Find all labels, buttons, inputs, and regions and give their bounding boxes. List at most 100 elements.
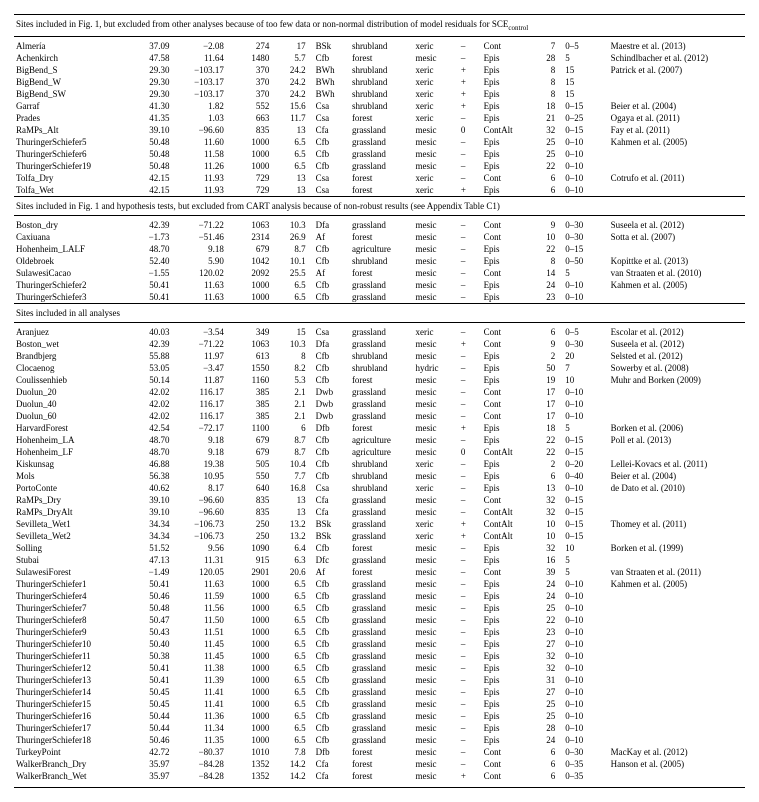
table-cell: 0–15 <box>563 506 608 518</box>
table-cell: 46.88 <box>132 458 177 470</box>
table-cell: 42.39 <box>132 338 177 350</box>
table-cell: 9 <box>527 338 563 350</box>
section-header: Sites included in Fig. 1 and hypothesis … <box>14 196 745 215</box>
table-cell: mesic <box>413 350 458 362</box>
table-row: RaMPs_DryAlt39.10−96.6083513Cfagrassland… <box>14 506 745 518</box>
table-cell: 24.2 <box>277 88 313 100</box>
table-cell: mesic <box>413 494 458 506</box>
table-cell: 5 <box>563 566 608 578</box>
table-cell: 24.2 <box>277 64 313 76</box>
table-cell: 11.63 <box>177 279 231 291</box>
table-cell: – <box>459 674 482 686</box>
table-row: Kiskunsag46.8819.3850510.4Cfbshrublandxe… <box>14 458 745 470</box>
table-cell: 640 <box>232 482 277 494</box>
table-cell: 50 <box>527 362 563 374</box>
table-cell: Cont <box>482 386 527 398</box>
table-cell: 13 <box>277 124 313 136</box>
table-cell: Duolun_40 <box>14 398 132 410</box>
table-cell: Epis <box>482 434 527 446</box>
table-cell: Cfb <box>314 662 350 674</box>
table-cell: mesic <box>413 662 458 674</box>
table-cell: 0–10 <box>563 722 608 734</box>
table-row: Boston_wet42.39−71.22106310.3Dfagrasslan… <box>14 338 745 350</box>
table-cell: 0–15 <box>563 530 608 542</box>
table-cell: Cfb <box>314 602 350 614</box>
table-cell: 11.58 <box>177 148 231 160</box>
table-cell: 0–10 <box>563 590 608 602</box>
table-cell: 1000 <box>232 614 277 626</box>
table-cell: Cont <box>482 758 527 770</box>
table-cell: Caxiuana <box>14 231 132 243</box>
table-cell: 8.7 <box>277 446 313 458</box>
table-cell: 13.2 <box>277 530 313 542</box>
table-cell: 0–40 <box>563 470 608 482</box>
table-cell: 0–10 <box>563 674 608 686</box>
table-cell: mesic <box>413 686 458 698</box>
table-row: WalkerBranch_Wet35.97−84.28135214.2Cfafo… <box>14 770 745 788</box>
table-cell: 6 <box>527 758 563 770</box>
table-cell: Beier et al. (2004) <box>609 470 745 482</box>
table-cell: 8 <box>527 76 563 88</box>
table-cell: ThuringerSchiefer15 <box>14 698 132 710</box>
table-cell: 8 <box>527 88 563 100</box>
table-cell: 24.2 <box>277 76 313 88</box>
table-cell: −96.60 <box>177 494 231 506</box>
table-cell: ThuringerSchiefer17 <box>14 722 132 734</box>
table-cell: Cont <box>482 410 527 422</box>
table-cell: – <box>459 279 482 291</box>
table-cell: HarvardForest <box>14 422 132 434</box>
table-cell: xeric <box>413 322 458 338</box>
table-cell: 1000 <box>232 638 277 650</box>
table-cell: 24 <box>527 734 563 746</box>
table-cell: mesic <box>413 136 458 148</box>
table-cell: 10 <box>527 518 563 530</box>
table-cell: 24 <box>527 590 563 602</box>
table-cell: mesic <box>413 434 458 446</box>
table-cell: Cont <box>482 36 527 52</box>
table-cell: mesic <box>413 398 458 410</box>
table-cell: 1000 <box>232 686 277 698</box>
table-cell: 6 <box>527 770 563 788</box>
table-cell: 5 <box>563 422 608 434</box>
table-cell: 729 <box>232 172 277 184</box>
table-cell: Hohenheim_LF <box>14 446 132 458</box>
table-cell: 23 <box>527 626 563 638</box>
table-cell: Epis <box>482 64 527 76</box>
table-cell: mesic <box>413 722 458 734</box>
table-cell: grassland <box>350 650 414 662</box>
table-cell: 25 <box>527 710 563 722</box>
table-cell: 6.5 <box>277 160 313 172</box>
table-cell: Cfb <box>314 710 350 722</box>
table-cell: 35.97 <box>132 758 177 770</box>
table-cell: forest <box>350 172 414 184</box>
table-cell: Sevilleta_Wet2 <box>14 530 132 542</box>
table-cell: mesic <box>413 554 458 566</box>
table-cell: mesic <box>413 698 458 710</box>
table-cell: grassland <box>350 148 414 160</box>
table-row: Caxiuana−1.73−51.46231426.9Afforestmesic… <box>14 231 745 243</box>
table-cell: 37.09 <box>132 36 177 52</box>
table-cell: – <box>459 614 482 626</box>
table-cell: 6.5 <box>277 148 313 160</box>
table-cell: Epis <box>482 590 527 602</box>
table-cell: 27 <box>527 638 563 650</box>
table-cell: 17 <box>527 386 563 398</box>
table-cell: Epis <box>482 279 527 291</box>
table-cell: 1000 <box>232 674 277 686</box>
table-cell: 11.34 <box>177 722 231 734</box>
table-cell: mesic <box>413 626 458 638</box>
table-cell: 8 <box>277 350 313 362</box>
table-cell: ThuringerSchiefer16 <box>14 710 132 722</box>
table-cell <box>609 446 745 458</box>
table-cell: – <box>459 626 482 638</box>
table-cell: Cfb <box>314 542 350 554</box>
table-row: Stubai47.1311.319156.3Dfcgrasslandmesic–… <box>14 554 745 566</box>
table-cell: Epis <box>482 100 527 112</box>
table-cell: 9.18 <box>177 434 231 446</box>
table-cell: Cfb <box>314 136 350 148</box>
table-row: ThuringerSchiefer1050.4011.4510006.5Cfbg… <box>14 638 745 650</box>
table-cell <box>609 76 745 88</box>
table-cell: BigBend_SW <box>14 88 132 100</box>
table-cell: grassland <box>350 215 414 231</box>
table-row: ThuringerSchiefer150.4111.6310006.5Cfbgr… <box>14 578 745 590</box>
